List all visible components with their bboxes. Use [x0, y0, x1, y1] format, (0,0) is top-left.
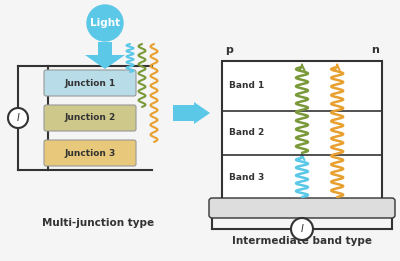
Circle shape: [87, 5, 123, 41]
Bar: [222, 61, 382, 201]
Polygon shape: [173, 102, 210, 124]
Text: Light: Light: [90, 18, 120, 28]
Text: Junction 3: Junction 3: [64, 149, 116, 157]
Text: Intermediate band type: Intermediate band type: [232, 236, 372, 246]
FancyBboxPatch shape: [44, 140, 136, 166]
FancyBboxPatch shape: [209, 198, 395, 218]
Text: Band 3: Band 3: [229, 173, 264, 182]
Text: I: I: [16, 113, 20, 123]
Circle shape: [8, 108, 28, 128]
FancyBboxPatch shape: [44, 70, 136, 96]
Text: Band 1: Band 1: [229, 81, 264, 90]
Text: n: n: [371, 45, 379, 55]
Text: I: I: [300, 224, 304, 234]
Text: Multi-junction type: Multi-junction type: [42, 218, 154, 228]
Text: Band 2: Band 2: [229, 128, 264, 137]
FancyBboxPatch shape: [44, 105, 136, 131]
Text: Junction 1: Junction 1: [64, 79, 116, 87]
Circle shape: [291, 218, 313, 240]
Polygon shape: [85, 42, 125, 69]
Text: Junction 2: Junction 2: [64, 114, 116, 122]
Text: p: p: [225, 45, 233, 55]
